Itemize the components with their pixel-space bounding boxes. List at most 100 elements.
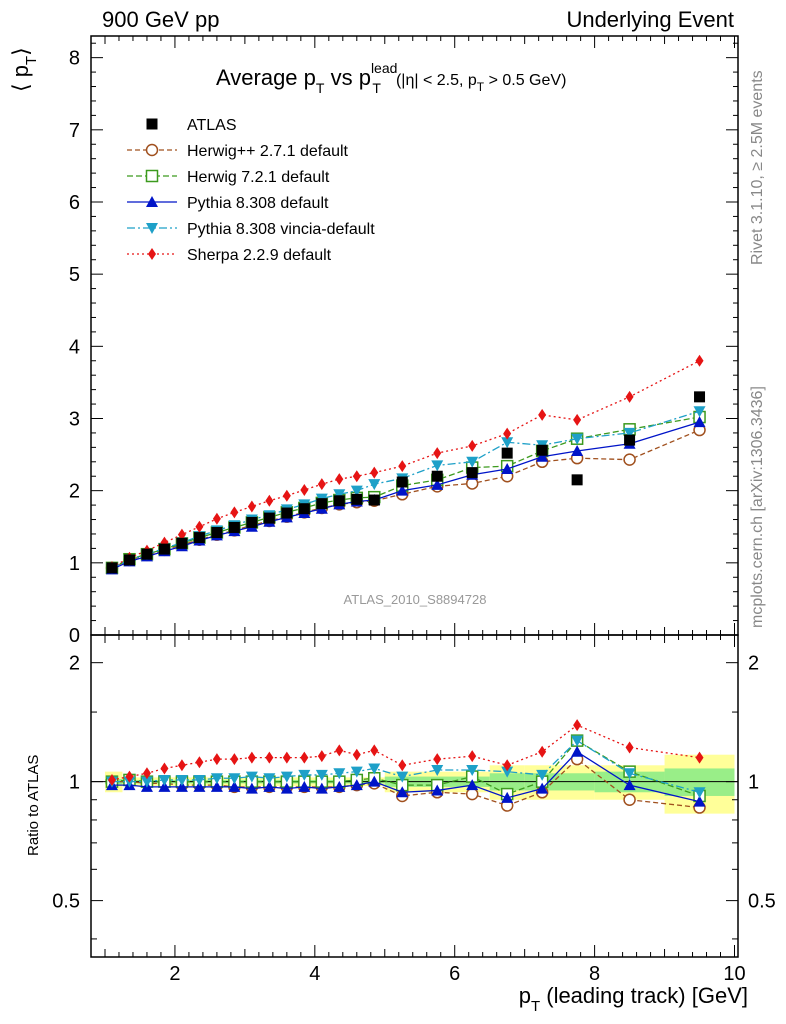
data-point — [624, 434, 636, 446]
data-point — [106, 562, 118, 574]
series-point-4 — [538, 408, 547, 421]
ratio-point-2 — [298, 780, 311, 792]
x-tick-label: 2 — [169, 963, 180, 985]
ratio-point-2 — [333, 780, 346, 792]
ratio-point-4 — [468, 750, 477, 763]
ratio-point-4 — [573, 719, 582, 732]
y-tick-label: 7 — [69, 120, 80, 142]
header-right: Underlying Event — [566, 7, 734, 32]
ratio-point-0 — [623, 793, 636, 806]
ratio-point-4 — [352, 748, 361, 761]
ratio-point-4 — [300, 751, 309, 764]
ratio-point-3 — [228, 773, 241, 785]
series-point-4 — [468, 439, 477, 452]
ratio-point-3 — [350, 766, 363, 778]
data-point — [368, 494, 380, 506]
ratio-point-3 — [193, 774, 206, 786]
ratio-point-2 — [315, 782, 328, 794]
series-point-4 — [282, 489, 291, 502]
ratio-point-3 — [263, 773, 276, 785]
header-left: 900 GeV pp — [102, 7, 219, 32]
data-point — [501, 447, 513, 459]
ratio-point-3 — [571, 735, 584, 747]
series-point-3 — [368, 479, 381, 491]
y-tick-label: 2 — [69, 481, 80, 503]
series-point-2 — [571, 444, 584, 456]
x-axis-label: pT (leading track) [GeV] — [519, 983, 748, 1015]
series-point-3 — [693, 406, 706, 418]
ratio-point-3 — [368, 763, 381, 775]
plot-title: Average pT vs plead T (|η| < 2.5, pT > 0.5… — [216, 60, 566, 96]
ratio-point-2 — [245, 782, 258, 794]
ratio-point-4 — [107, 773, 116, 786]
x-tick-label: 4 — [309, 963, 320, 985]
legend-marker-5 — [148, 248, 156, 260]
ratio-panel-frame — [90, 634, 739, 958]
ratio-point-4 — [265, 751, 274, 764]
mcplots-label: mcplots.cern.ch [arXiv:1306.3436] — [749, 386, 766, 628]
ratio-point-3 — [280, 771, 293, 783]
ratio-point-4 — [125, 770, 134, 783]
y-tick-label: 8 — [69, 48, 80, 70]
series-point-4 — [335, 473, 344, 486]
data-point — [431, 470, 443, 482]
ratio-point-4 — [142, 767, 151, 780]
ratio-point-3 — [210, 773, 223, 785]
ratio-point-2 — [431, 784, 444, 796]
ratio-point-4 — [370, 744, 379, 757]
series-point-2 — [693, 416, 706, 428]
ratio-point-4 — [538, 745, 547, 758]
ratio-point-4 — [247, 751, 256, 764]
series-point-4 — [503, 427, 512, 440]
ratio-tick-label-right: 1 — [748, 772, 759, 794]
ratio-point-2 — [175, 780, 188, 792]
data-point — [694, 391, 706, 403]
ratio-point-2 — [466, 779, 479, 791]
data-series — [106, 391, 706, 574]
ratio-tick-label-left: 0.5 — [52, 891, 80, 913]
data-point — [333, 495, 345, 507]
series-point-4 — [352, 470, 361, 483]
ratio-point-3 — [693, 787, 706, 799]
legend-label-4: Pythia 8.308 vincia-default — [187, 221, 375, 238]
data-point — [298, 503, 310, 515]
ratio-point-3 — [396, 771, 409, 783]
ratio-tick-label-left: 2 — [69, 653, 80, 675]
ratio-point-2 — [396, 786, 409, 798]
ratio-point-4 — [625, 741, 634, 754]
y-axis-label-ratio: Ratio to ATLAS — [25, 755, 42, 856]
series-point-4 — [247, 500, 256, 513]
series-line-0 — [111, 429, 700, 569]
series-point-4 — [230, 506, 239, 519]
ratio-point-4 — [433, 753, 442, 766]
series-point-3 — [623, 427, 636, 439]
series-point-2 — [536, 450, 549, 462]
series-point-4 — [300, 483, 309, 496]
series-point-4 — [573, 413, 582, 426]
ratio-point-2 — [263, 780, 276, 792]
data-point — [211, 527, 223, 539]
series-point-2 — [396, 484, 409, 496]
y-tick-label: 3 — [69, 408, 80, 430]
ratio-line-4 — [111, 724, 700, 781]
ratio-point-2 — [368, 775, 381, 787]
series-point-4 — [625, 390, 634, 403]
ratio-point-3 — [623, 768, 636, 780]
legend-label-3: Pythia 8.308 default — [187, 195, 329, 212]
series-point-0 — [623, 453, 636, 466]
series-point-4 — [317, 478, 326, 491]
series-point-4 — [195, 520, 204, 533]
ratio-point-4 — [177, 759, 186, 772]
series-point-4 — [695, 354, 704, 367]
y-tick-label: 6 — [69, 192, 80, 214]
ratio-point-2 — [193, 780, 206, 792]
data-point — [396, 476, 408, 488]
ratio-point-4 — [398, 759, 407, 772]
ratio-point-4 — [230, 753, 239, 766]
axes: 2 4 6 8 10 0 1 2 3 4 5 6 7 8 0.5 0.5 1 1 2 2 — [52, 35, 776, 985]
series-point-3 — [333, 489, 346, 501]
rivet-label: Rivet 3.1.10, ≥ 2.5M events — [749, 70, 766, 265]
ratio-point-2 — [158, 780, 171, 792]
data-point — [158, 543, 170, 555]
